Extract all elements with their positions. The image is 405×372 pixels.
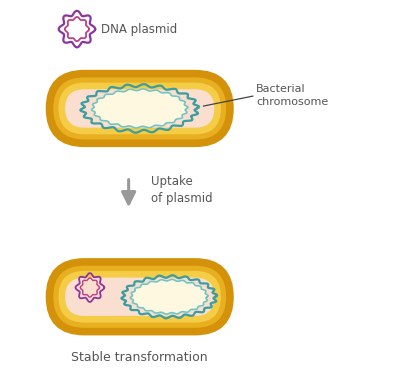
Text: Uptake
of plasmid: Uptake of plasmid bbox=[151, 176, 213, 205]
FancyBboxPatch shape bbox=[58, 83, 221, 134]
Polygon shape bbox=[130, 279, 208, 314]
FancyBboxPatch shape bbox=[65, 89, 214, 128]
FancyBboxPatch shape bbox=[65, 278, 214, 316]
Polygon shape bbox=[92, 89, 188, 128]
FancyBboxPatch shape bbox=[53, 266, 226, 328]
Text: Bacterial
chromosome: Bacterial chromosome bbox=[256, 84, 328, 107]
Text: DNA plasmid: DNA plasmid bbox=[101, 23, 177, 36]
FancyBboxPatch shape bbox=[47, 71, 232, 145]
Text: Stable transformation: Stable transformation bbox=[71, 351, 208, 364]
FancyBboxPatch shape bbox=[47, 260, 232, 334]
FancyBboxPatch shape bbox=[58, 271, 221, 323]
FancyBboxPatch shape bbox=[53, 77, 226, 140]
